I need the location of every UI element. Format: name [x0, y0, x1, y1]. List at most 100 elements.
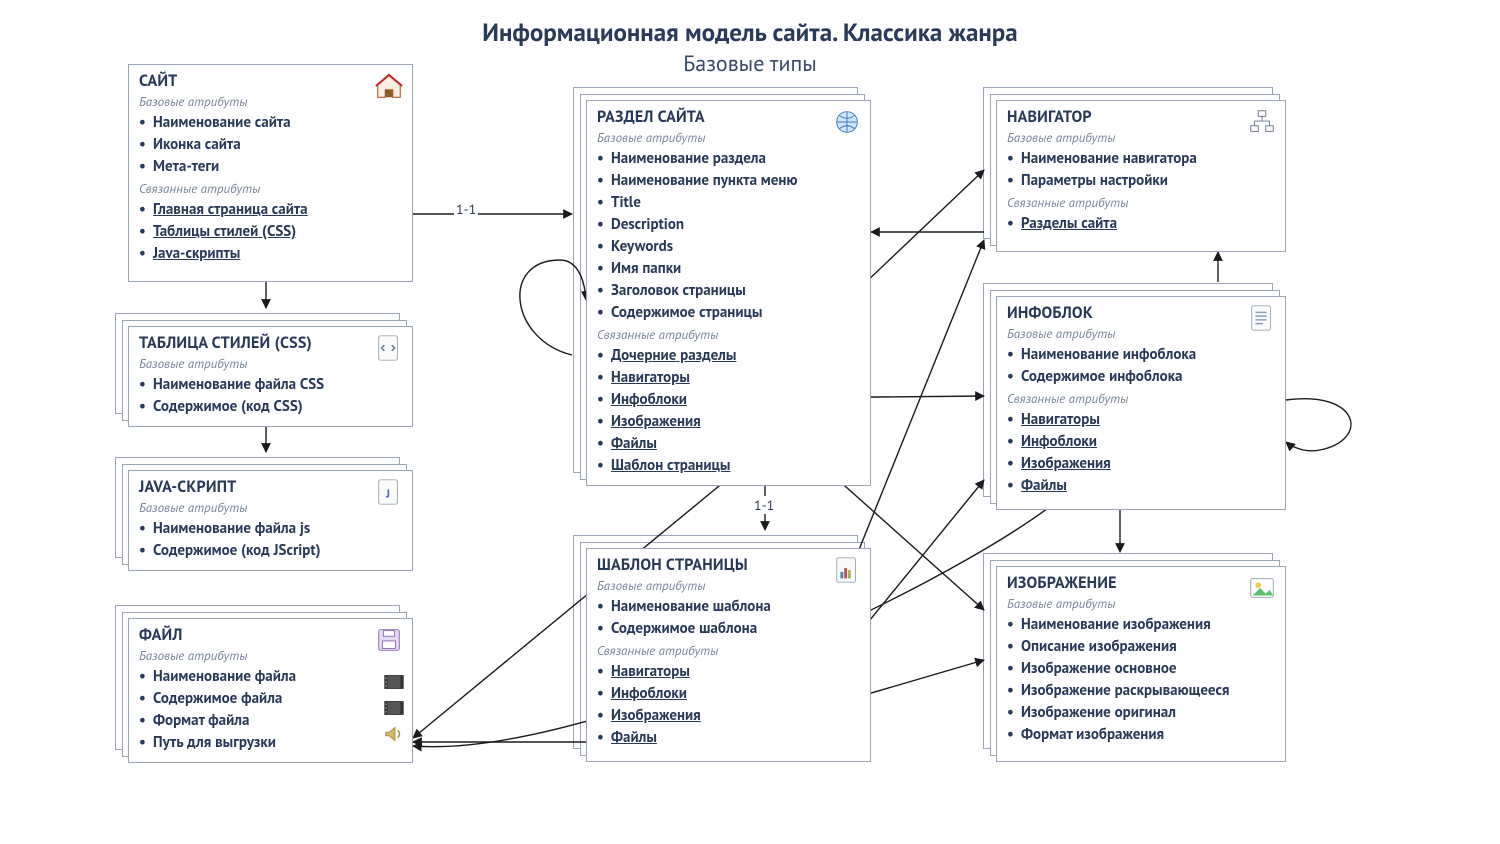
code-doc-icon: [374, 333, 404, 363]
entity-navigator: НАВИГАТОР Базовые атрибуты Наименование на…: [996, 100, 1286, 252]
attr-item: Наименование файла js: [139, 518, 402, 540]
attr-item: Иконка сайта: [139, 134, 402, 156]
entity-title: НАВИГАТОР: [1007, 107, 1275, 127]
linked-attr-item: Шаблон страницы: [597, 455, 860, 477]
attr-item: Описание изображения: [1007, 636, 1275, 658]
attr-item: Наименование инфоблока: [1007, 344, 1275, 366]
base-attrs-label: Базовые атрибуты: [1007, 595, 1275, 612]
floppy-icon: [374, 625, 404, 655]
linked-attr-item: Навигаторы: [597, 661, 860, 683]
entity-title: ШАБЛОН СТРАНИЦЫ: [597, 555, 860, 575]
linked-attrs-label: Связанные атрибуты: [1007, 194, 1275, 211]
linked-attrs-list: Главная страница сайтаТаблицы стилей (CS…: [139, 199, 402, 265]
entity-css: ТАБЛИЦА СТИЛЕЙ (CSS)Базовые атрибутыНаим…: [128, 326, 413, 427]
linked-attr-item: Java-скрипты: [139, 243, 402, 265]
attr-item: Title: [597, 192, 860, 214]
linked-attrs-list: Разделы сайта: [1007, 213, 1275, 235]
entity-file: ФАЙЛБазовые атрибутыНаименование файлаСо…: [128, 618, 413, 763]
entity-title: САЙТ: [139, 71, 402, 91]
attr-item: Содержимое файла: [139, 688, 402, 710]
linked-attr-item: Разделы сайта: [1007, 213, 1275, 235]
edge-label: 1-1: [752, 496, 776, 514]
home-icon: [374, 71, 404, 101]
attr-item: Имя папки: [597, 258, 860, 280]
entity-site: САЙТ Базовые атрибуты Наименование сайтаИк…: [128, 64, 413, 282]
file-format-icons: [382, 671, 406, 745]
entity-image: ИЗОБРАЖЕНИЕ Базовые атрибуты Наименование …: [996, 566, 1286, 762]
linked-attr-item: Изображения: [597, 411, 860, 433]
js-doc-icon: [374, 477, 404, 507]
linked-attrs-label: Связанные атрибуты: [1007, 390, 1275, 407]
linked-attr-item: Инфоблоки: [1007, 431, 1275, 453]
film-icon: [382, 671, 406, 693]
base-attrs-list: Наименование шаблонаСодержимое шаблона: [597, 596, 860, 640]
linked-attr-item: Инфоблоки: [597, 683, 860, 705]
attr-item: Содержимое страницы: [597, 302, 860, 324]
base-attrs-label: Базовые атрибуты: [139, 499, 402, 516]
edge: [520, 260, 586, 355]
linked-attr-item: Изображения: [597, 705, 860, 727]
linked-attr-item: Инфоблоки: [597, 389, 860, 411]
attr-item: Наименование пункта меню: [597, 170, 860, 192]
page-title: Информационная модель сайта. Классика жа…: [0, 16, 1500, 48]
attr-item: Наименование раздела: [597, 148, 860, 170]
base-attrs-label: Базовые атрибуты: [1007, 129, 1275, 146]
attr-item: Содержимое (код JScript): [139, 540, 402, 562]
tree-icon: [1247, 107, 1277, 137]
attr-item: Изображение раскрывающееся: [1007, 680, 1275, 702]
attr-item: Содержимое инфоблока: [1007, 366, 1275, 388]
attr-item: Наименование файла CSS: [139, 374, 402, 396]
entity-js: JAVA-СКРИПТ Базовые атрибуты Наименование …: [128, 470, 413, 571]
attr-item: Заголовок страницы: [597, 280, 860, 302]
edge: [1286, 399, 1351, 451]
attr-item: Изображение оригинал: [1007, 702, 1275, 724]
film-icon: [382, 697, 406, 719]
attr-item: Description: [597, 214, 860, 236]
picture-icon: [1247, 573, 1277, 603]
linked-attr-item: Навигаторы: [597, 367, 860, 389]
linked-attr-item: Дочерние разделы: [597, 345, 860, 367]
linked-attr-item: Файлы: [1007, 475, 1275, 497]
chart-doc-icon: [832, 555, 862, 585]
base-attrs-label: Базовые атрибуты: [597, 577, 860, 594]
entity-title: ТАБЛИЦА СТИЛЕЙ (CSS): [139, 333, 402, 353]
speaker-icon: [382, 723, 406, 745]
attr-item: Мета-теги: [139, 156, 402, 178]
entity-title: ФАЙЛ: [139, 625, 402, 645]
base-attrs-list: Наименование инфоблокаСодержимое инфобло…: [1007, 344, 1275, 388]
base-attrs-list: Наименование разделаНаименование пункта …: [597, 148, 860, 324]
entity-title: JAVA-СКРИПТ: [139, 477, 402, 497]
linked-attr-item: Изображения: [1007, 453, 1275, 475]
base-attrs-list: Наименование изображенияОписание изображ…: [1007, 614, 1275, 746]
linked-attrs-label: Связанные атрибуты: [597, 642, 860, 659]
linked-attr-item: Навигаторы: [1007, 409, 1275, 431]
base-attrs-list: Наименование навигатораПараметры настрой…: [1007, 148, 1275, 192]
attr-item: Keywords: [597, 236, 860, 258]
attr-item: Наименование изображения: [1007, 614, 1275, 636]
attr-item: Формат изображения: [1007, 724, 1275, 746]
linked-attrs-label: Связанные атрибуты: [139, 180, 402, 197]
attr-item: Путь для выгрузки: [139, 732, 402, 754]
entity-title: ИНФОБЛОК: [1007, 303, 1275, 323]
linked-attrs-list: Дочерние разделыНавигаторыИнфоблокиИзобр…: [597, 345, 860, 477]
base-attrs-label: Базовые атрибуты: [597, 129, 860, 146]
entity-title: ИЗОБРАЖЕНИЕ: [1007, 573, 1275, 593]
attr-item: Наименование сайта: [139, 112, 402, 134]
linked-attr-item: Файлы: [597, 727, 860, 749]
entity-template: ШАБЛОН СТРАНИЦЫ Базовые атрибуты Наименова…: [586, 548, 871, 762]
base-attrs-label: Базовые атрибуты: [139, 93, 402, 110]
base-attrs-label: Базовые атрибуты: [1007, 325, 1275, 342]
attr-item: Наименование навигатора: [1007, 148, 1275, 170]
linked-attr-item: Главная страница сайта: [139, 199, 402, 221]
linked-attrs-list: НавигаторыИнфоблокиИзображенияФайлы: [597, 661, 860, 749]
attr-item: Содержимое (код CSS): [139, 396, 402, 418]
globe-icon: [832, 107, 862, 137]
attr-item: Содержимое шаблона: [597, 618, 860, 640]
attr-item: Изображение основное: [1007, 658, 1275, 680]
base-attrs-list: Наименование файла CSSСодержимое (код CS…: [139, 374, 402, 418]
linked-attrs-label: Связанные атрибуты: [597, 326, 860, 343]
attr-item: Наименование файла: [139, 666, 402, 688]
linked-attrs-list: НавигаторыИнфоблокиИзображенияФайлы: [1007, 409, 1275, 497]
entity-section: РАЗДЕЛ САЙТАБазовые атрибутыНаименование…: [586, 100, 871, 486]
edge-label: 1-1: [454, 200, 478, 218]
